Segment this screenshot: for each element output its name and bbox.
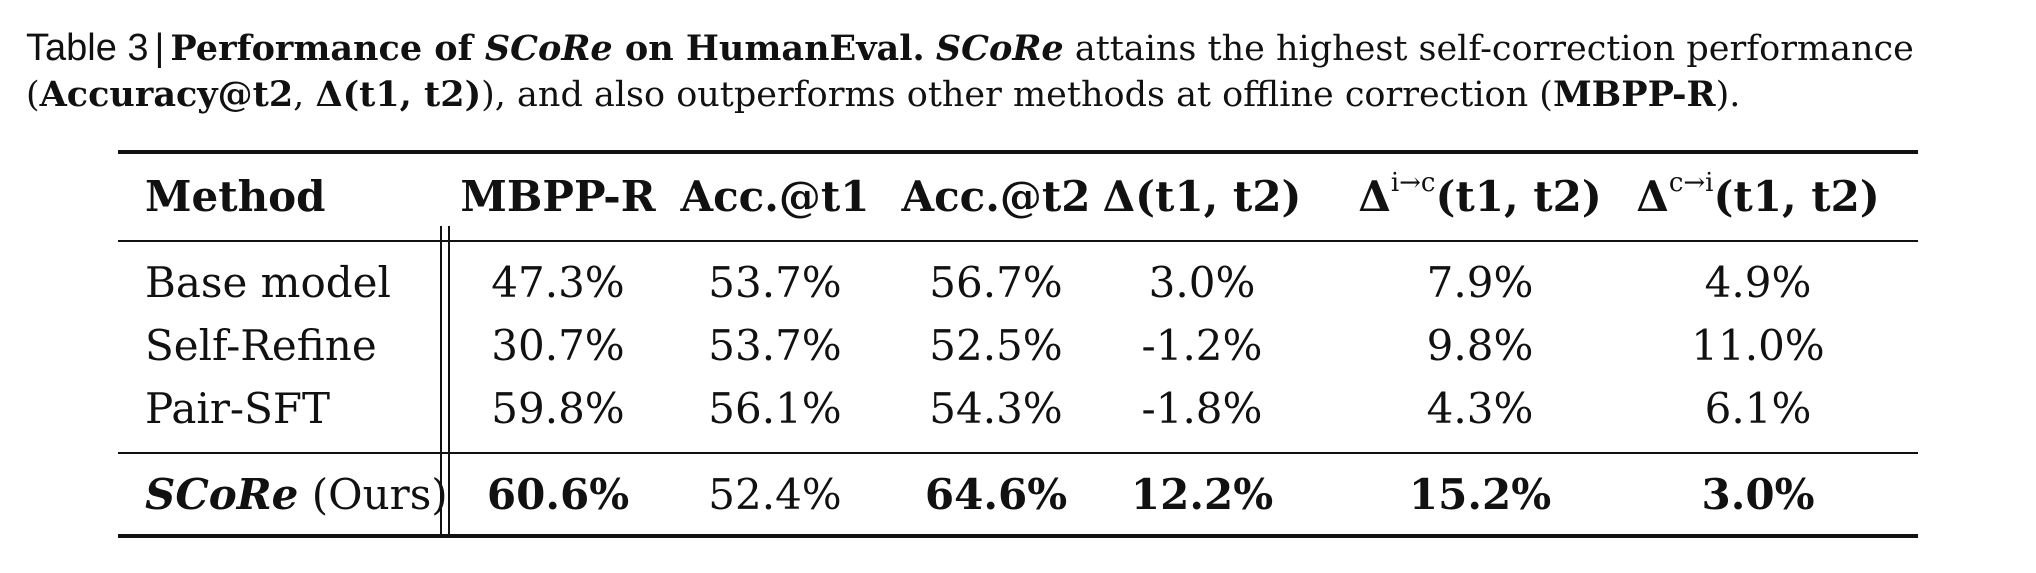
row-2-acc-t2: 54.3% <box>929 384 1063 433</box>
ours-mbpp-r: 60.6% <box>486 470 630 519</box>
row-1-delta-c-to-i: 11.0% <box>1691 321 1825 370</box>
header-delta-c-to-i: Δc→i(t1, t2) <box>1636 168 1880 221</box>
results-table: Method MBPP-R Acc.@t1 Acc.@t2 Δ(t1, t2) … <box>118 150 1918 540</box>
row-1-acc-t1: 53.7% <box>708 321 842 370</box>
ours-delta-c-to-i: 3.0% <box>1701 470 1815 519</box>
header-acc-t1: Acc.@t1 <box>680 172 870 221</box>
header-mbpp-r: MBPP-R <box>460 172 656 221</box>
header-delta: Δ(t1, t2) <box>1102 172 1302 221</box>
caption-title-suffix: on HumanEval. <box>612 28 925 69</box>
ours-separator-rule <box>118 452 1918 454</box>
caption-title-method: SCoRe <box>484 28 613 69</box>
row-2-delta: -1.8% <box>1141 384 1263 433</box>
row-2-acc-t1: 56.1% <box>708 384 842 433</box>
header-delta-i-to-c: Δi→c(t1, t2) <box>1358 168 1602 221</box>
header-rule <box>118 240 1918 242</box>
caption-text-method: SCoRe <box>935 28 1064 69</box>
ours-method: SCoRe (Ours) <box>145 470 448 519</box>
ours-delta-i-to-c: 15.2% <box>1408 470 1552 519</box>
header-acc-t2: Acc.@t2 <box>901 172 1091 221</box>
table-caption: Table 3 | Performance of SCoRe on HumanEva… <box>26 26 2016 118</box>
caption-label: Table 3 <box>26 27 149 69</box>
caption-text-1: attains the highest self-correction perf… <box>26 29 1914 115</box>
caption-metric-2: Δ(t1, t2) <box>315 74 482 115</box>
ours-method-name: SCoRe <box>145 470 299 519</box>
row-1-method: Self-Refine <box>145 321 377 370</box>
caption-text-4: ). <box>1715 75 1741 115</box>
row-1-acc-t2: 52.5% <box>929 321 1063 370</box>
caption-separator: | <box>154 27 165 69</box>
ours-acc-t1: 52.4% <box>708 470 842 519</box>
row-0-delta-c-to-i: 4.9% <box>1704 258 1812 307</box>
row-0-delta-i-to-c: 7.9% <box>1426 258 1534 307</box>
caption-metric-1: Accuracy@t2 <box>39 74 294 115</box>
ours-method-suffix: (Ours) <box>298 470 448 519</box>
row-2-delta-i-to-c: 4.3% <box>1426 384 1534 433</box>
row-2-delta-c-to-i: 6.1% <box>1704 384 1812 433</box>
column-divider-right <box>448 226 450 536</box>
row-0-acc-t1: 53.7% <box>708 258 842 307</box>
row-1-delta: -1.2% <box>1141 321 1263 370</box>
caption-metric-3: MBPP-R <box>1552 74 1716 115</box>
row-0-mbpp-r: 47.3% <box>491 258 625 307</box>
caption-text-2: , <box>293 75 316 115</box>
row-2-method: Pair-SFT <box>145 384 331 433</box>
caption-title-prefix: Performance of <box>170 28 485 69</box>
ours-delta: 12.2% <box>1130 470 1274 519</box>
row-1-delta-i-to-c: 9.8% <box>1426 321 1534 370</box>
row-0-acc-t2: 56.7% <box>929 258 1063 307</box>
column-divider-left <box>440 226 442 536</box>
row-0-delta: 3.0% <box>1148 258 1256 307</box>
header-method: Method <box>145 172 326 221</box>
caption-text-3: ), and also outperforms other methods at… <box>481 75 1553 115</box>
ours-acc-t2: 64.6% <box>924 470 1068 519</box>
row-1-mbpp-r: 30.7% <box>491 321 625 370</box>
table-top-rule <box>118 150 1918 154</box>
row-2-mbpp-r: 59.8% <box>491 384 625 433</box>
table-bottom-rule <box>118 534 1918 538</box>
row-0-method: Base model <box>145 258 391 307</box>
